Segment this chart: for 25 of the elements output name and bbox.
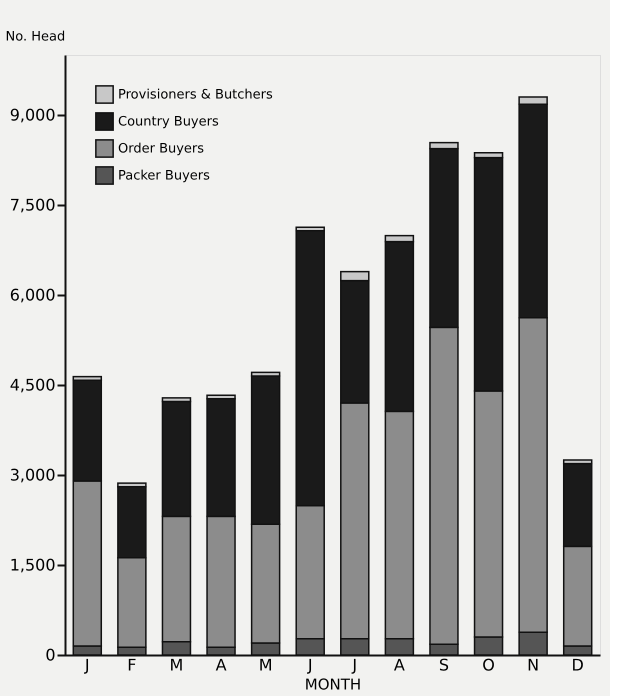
x-tick-label: S bbox=[438, 656, 450, 674]
legend-label: Order Buyers bbox=[118, 142, 204, 156]
x-tick-label: A bbox=[394, 656, 405, 674]
x-tick-label: J bbox=[306, 656, 313, 674]
y-tick-label: 0 bbox=[45, 646, 56, 664]
y-axis-title: No. Head bbox=[6, 30, 66, 44]
x-tick-label: M bbox=[258, 656, 273, 674]
x-tick-label: O bbox=[482, 656, 495, 674]
x-tick-label: J bbox=[84, 656, 90, 674]
x-tick-label: J bbox=[351, 656, 358, 674]
y-tick-label: 7,500 bbox=[10, 196, 56, 214]
x-tick-label: A bbox=[216, 656, 227, 674]
x-tick-label: F bbox=[127, 656, 136, 674]
y-tick-label: 4,500 bbox=[10, 376, 56, 394]
legend-label: Provisioners & Butchers bbox=[118, 88, 274, 102]
y-tick-label: 6,000 bbox=[10, 286, 56, 304]
y-tick-label: 9,000 bbox=[10, 106, 56, 124]
y-tick-label: 1,500 bbox=[10, 556, 56, 574]
x-tick-label: D bbox=[572, 656, 584, 674]
x-tick-label: N bbox=[527, 656, 540, 674]
x-axis-title: MONTH bbox=[304, 676, 362, 694]
x-tick-label: M bbox=[170, 656, 184, 674]
legend-label: Country Buyers bbox=[118, 114, 219, 130]
legend-label: Packer Buyers bbox=[118, 168, 210, 184]
y-tick-label: 3,000 bbox=[10, 466, 56, 484]
